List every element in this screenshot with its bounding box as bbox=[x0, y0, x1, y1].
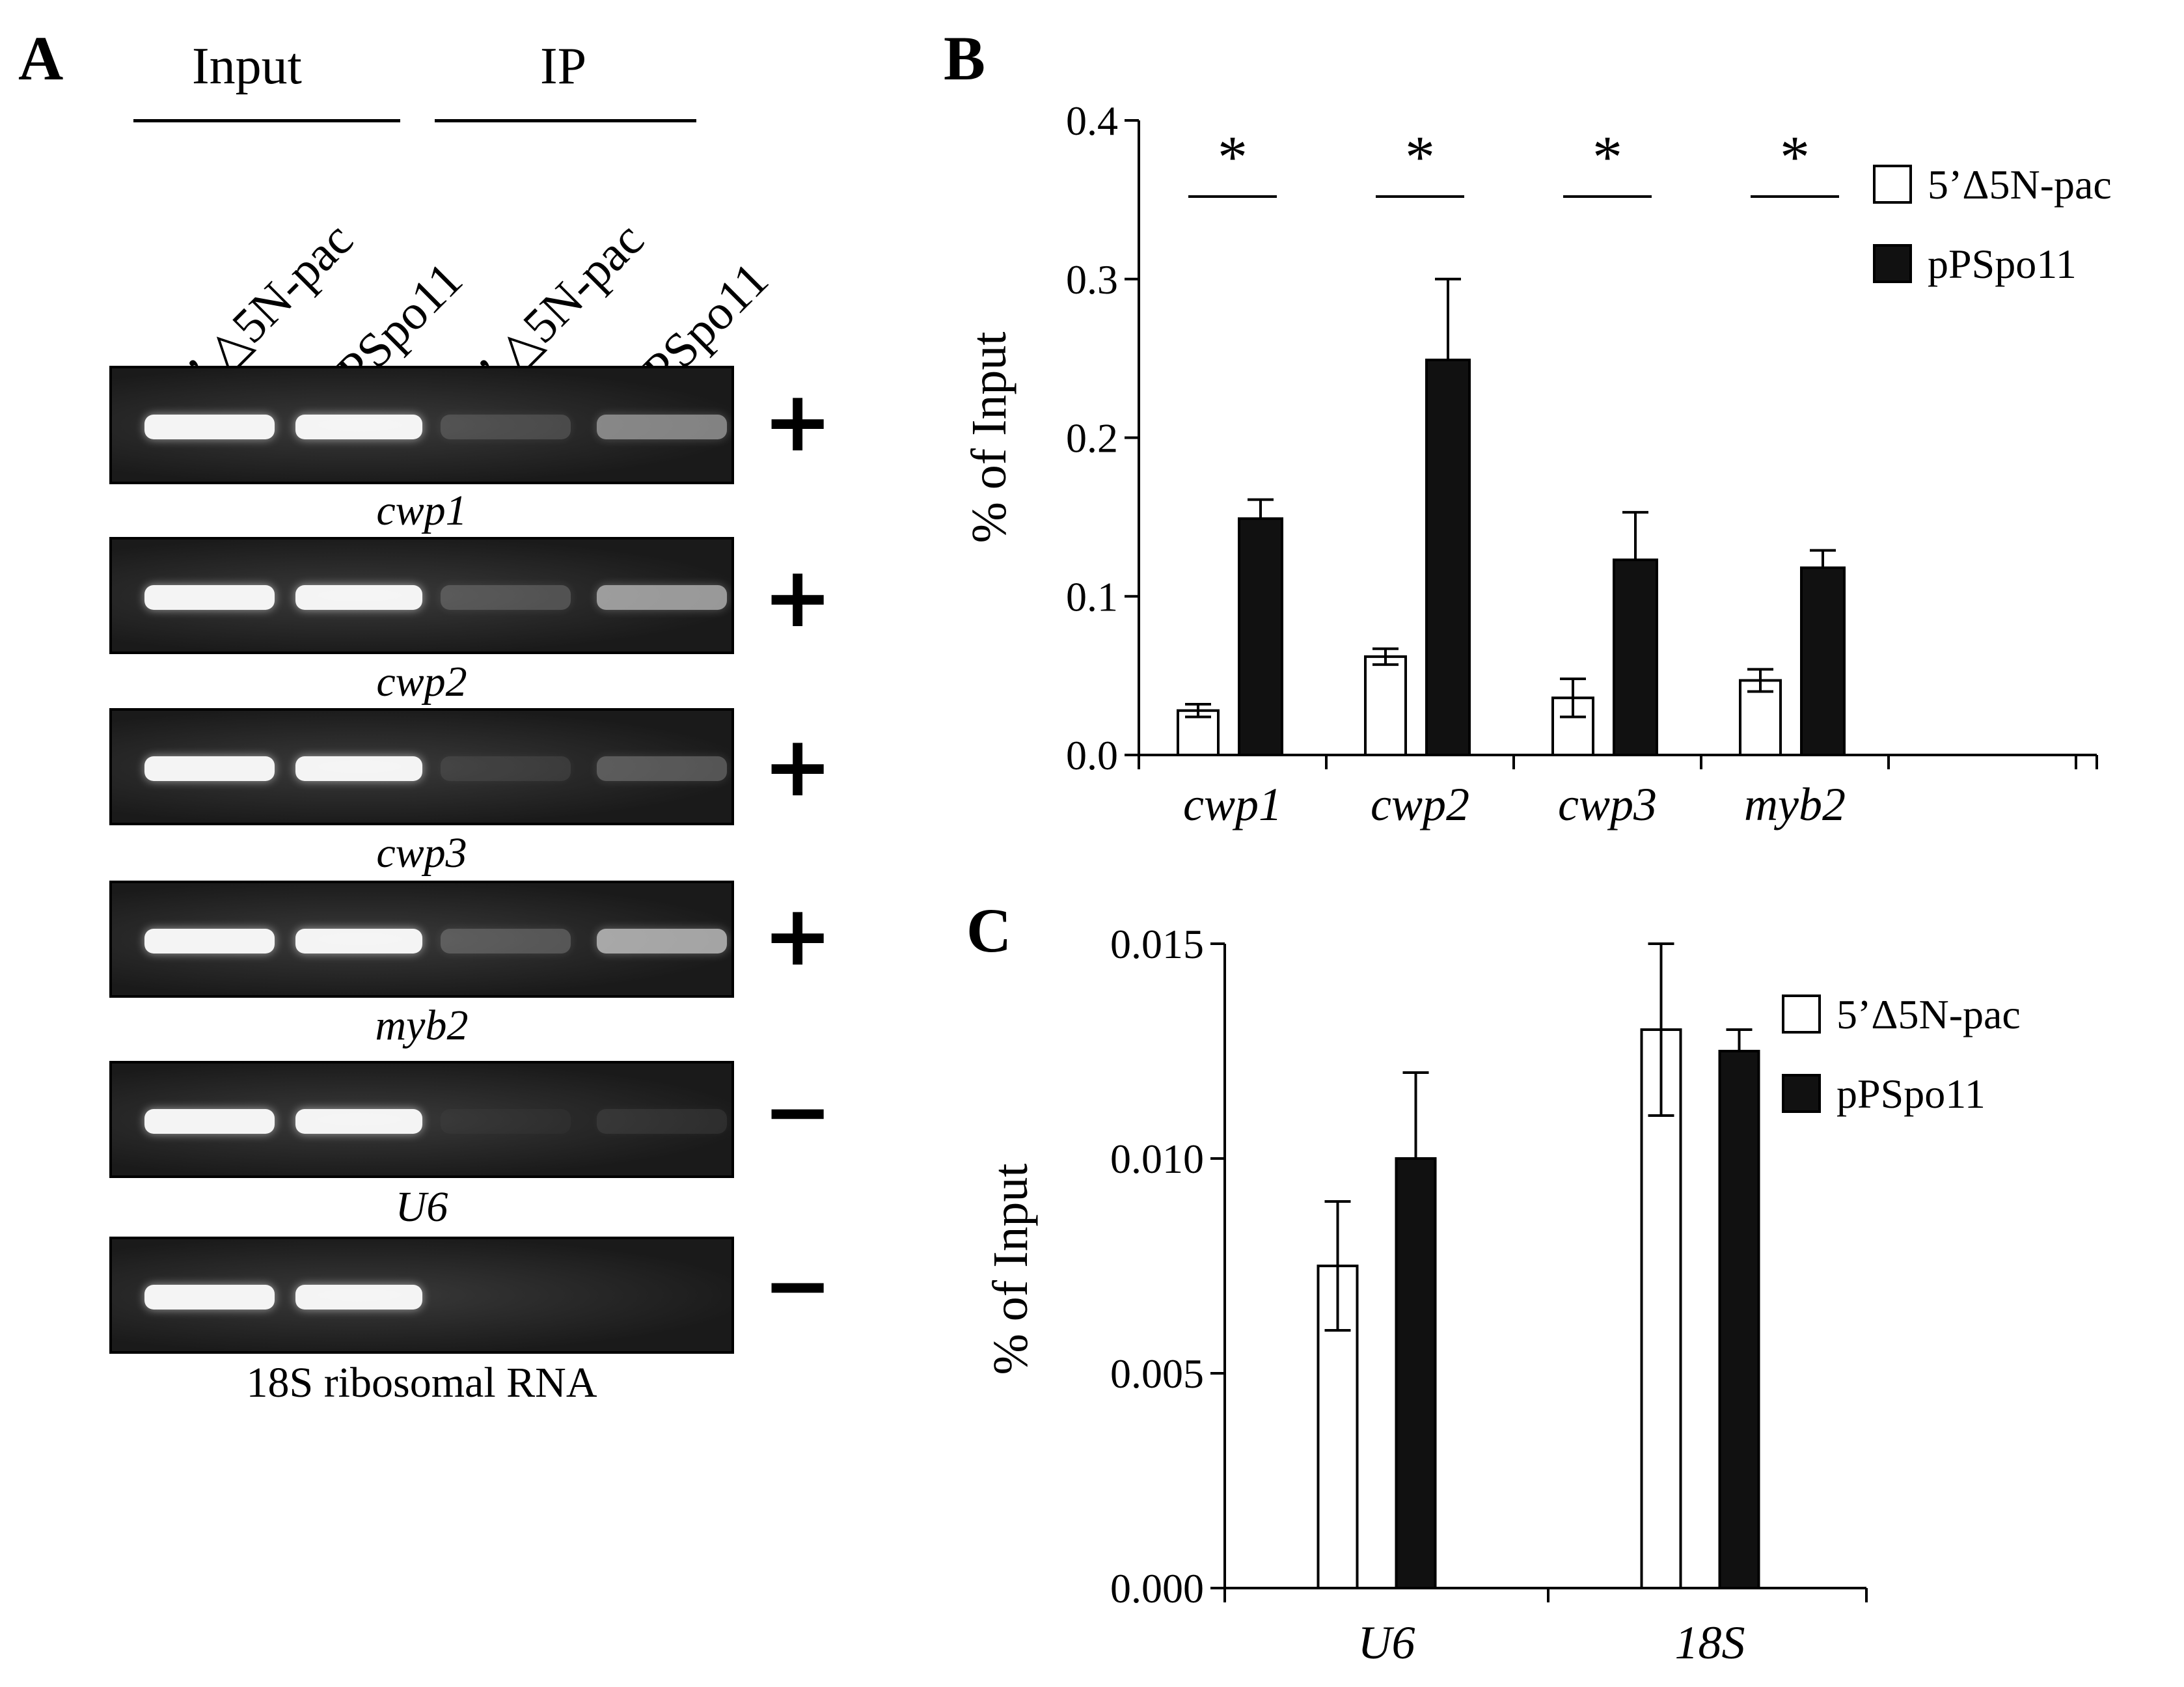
gel-4 bbox=[109, 881, 734, 998]
gel-band bbox=[295, 1285, 422, 1310]
bar-pPSpo11-cwp2 bbox=[1425, 359, 1471, 756]
gel-gene-label: 18S ribosomal RNA bbox=[246, 1359, 597, 1406]
ip-underline bbox=[435, 119, 696, 122]
gel-gene-label: myb2 bbox=[375, 1002, 469, 1049]
gel-band bbox=[597, 415, 727, 439]
gel-5 bbox=[109, 1061, 734, 1178]
gel-band bbox=[295, 415, 422, 439]
gel-3 bbox=[109, 708, 734, 825]
y-tick-label-C: 0.010 bbox=[1110, 1136, 1204, 1182]
x-tick-label-myb2: myb2 bbox=[1744, 778, 1846, 830]
gel-band bbox=[144, 415, 275, 439]
legend-swatch-B-1 bbox=[1873, 165, 1912, 204]
bar-pPSpo11-cwp1 bbox=[1238, 517, 1283, 756]
gel-gene-label: U6 bbox=[395, 1183, 448, 1231]
legend-label-B-2: pPSpo11 bbox=[1928, 241, 2077, 287]
gel-band bbox=[295, 585, 422, 610]
gel-band bbox=[144, 1109, 275, 1134]
y-tick-label-B: 0.2 bbox=[1066, 415, 1118, 461]
gel-band bbox=[295, 1109, 422, 1134]
bar-control-cwp2 bbox=[1364, 655, 1407, 756]
gel-band bbox=[144, 1285, 275, 1310]
gel-gene-label: cwp3 bbox=[376, 829, 467, 877]
x-tick-label-cwp1: cwp1 bbox=[1183, 778, 1282, 830]
gel-band bbox=[144, 756, 275, 781]
y-tick-label-B: 0.1 bbox=[1066, 573, 1118, 620]
significance-star-cwp1: * bbox=[1218, 124, 1248, 190]
panel-b-letter: B bbox=[944, 23, 986, 93]
input-header: Input bbox=[192, 38, 302, 95]
bar-control-18S bbox=[1640, 1028, 1682, 1589]
gel-band bbox=[597, 585, 727, 610]
gel-band bbox=[441, 756, 571, 781]
bar-pPSpo11-18S bbox=[1718, 1050, 1760, 1589]
y-tick-label-C: 0.000 bbox=[1110, 1565, 1204, 1612]
y-axis-label-B: % of Input bbox=[962, 331, 1017, 543]
y-tick-label-B: 0.3 bbox=[1066, 256, 1118, 303]
y-tick-label-B: 0.4 bbox=[1066, 98, 1118, 144]
gel-band bbox=[597, 929, 727, 953]
gel-band bbox=[441, 585, 571, 610]
x-tick-label-U6: U6 bbox=[1358, 1617, 1415, 1669]
ip-header: IP bbox=[540, 38, 587, 95]
gel-sign: − bbox=[763, 1237, 833, 1334]
gel-gene-label: cwp1 bbox=[376, 487, 467, 534]
gel-band bbox=[144, 585, 275, 610]
gel-gene-label: cwp2 bbox=[376, 658, 467, 706]
panel-a-letter: A bbox=[18, 23, 64, 93]
gel-sign: − bbox=[763, 1063, 833, 1160]
gel-6 bbox=[109, 1237, 734, 1354]
gel-band bbox=[597, 756, 727, 781]
legend-swatch-B-2 bbox=[1873, 244, 1912, 283]
legend-label-B-1: 5’Δ5N-pac bbox=[1928, 161, 2112, 208]
bar-pPSpo11-myb2 bbox=[1800, 566, 1846, 756]
input-underline bbox=[133, 119, 400, 122]
legend-label-C-1: 5’Δ5N-pac bbox=[1836, 991, 2021, 1037]
gel-sign: + bbox=[763, 549, 833, 646]
legend-swatch-C-2 bbox=[1782, 1074, 1821, 1113]
significance-star-myb2: * bbox=[1780, 124, 1810, 190]
bar-pPSpo11-U6 bbox=[1395, 1157, 1437, 1589]
gel-1 bbox=[109, 366, 734, 484]
x-tick-label-cwp3: cwp3 bbox=[1558, 778, 1657, 830]
y-tick-label-C: 0.015 bbox=[1110, 921, 1204, 967]
gel-band bbox=[441, 929, 571, 953]
y-tick-label-C: 0.005 bbox=[1110, 1351, 1204, 1397]
gel-band bbox=[295, 756, 422, 781]
y-tick-label-B: 0.0 bbox=[1066, 732, 1118, 778]
x-tick-label-18S: 18S bbox=[1675, 1617, 1745, 1669]
gel-band bbox=[144, 929, 275, 953]
y-axis-label-C: % of Input bbox=[983, 1163, 1038, 1375]
significance-star-cwp2: * bbox=[1405, 124, 1435, 190]
gel-sign: + bbox=[763, 719, 833, 816]
bar-pPSpo11-cwp3 bbox=[1613, 558, 1658, 756]
gel-2 bbox=[109, 537, 734, 654]
gel-band bbox=[295, 929, 422, 953]
legend-swatch-C-1 bbox=[1782, 994, 1821, 1034]
gel-band bbox=[597, 1109, 727, 1134]
legend-label-C-2: pPSpo11 bbox=[1836, 1071, 1986, 1117]
gel-sign: + bbox=[763, 374, 833, 471]
x-tick-label-cwp2: cwp2 bbox=[1371, 778, 1469, 830]
panel-c-letter: C bbox=[966, 896, 1012, 965]
significance-star-cwp3: * bbox=[1592, 124, 1622, 190]
gel-sign: + bbox=[763, 888, 833, 985]
gel-band bbox=[441, 415, 571, 439]
